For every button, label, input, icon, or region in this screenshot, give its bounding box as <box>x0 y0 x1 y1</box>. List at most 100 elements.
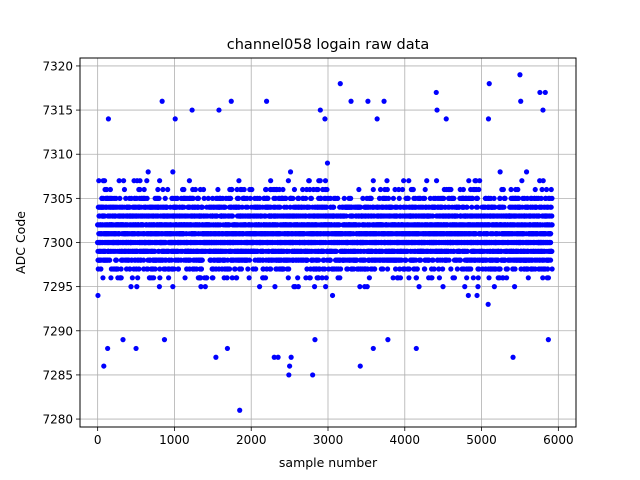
data-point <box>249 186 255 193</box>
data-point <box>464 204 470 210</box>
data-point <box>170 284 176 290</box>
data-point <box>502 195 508 201</box>
data-point <box>268 266 274 272</box>
data-point <box>474 204 481 210</box>
data-point <box>256 284 263 290</box>
data-point <box>165 186 171 193</box>
data-point <box>145 169 151 175</box>
data-point <box>127 266 133 272</box>
data-point <box>234 275 240 281</box>
chart-title: channel058 logain raw data <box>227 37 429 53</box>
data-point <box>280 186 286 193</box>
data-point <box>384 178 390 184</box>
data-point <box>236 178 242 184</box>
data-point <box>503 275 510 281</box>
data-point <box>247 195 253 201</box>
data-point <box>474 292 480 299</box>
data-point <box>224 275 230 281</box>
data-point <box>98 266 104 272</box>
data-point <box>303 195 309 201</box>
data-point <box>512 266 518 272</box>
data-point <box>244 204 251 210</box>
data-point <box>337 266 344 272</box>
data-point <box>121 178 127 184</box>
data-point <box>337 275 343 281</box>
data-point <box>96 178 102 184</box>
data-point <box>451 275 458 281</box>
data-point <box>497 169 503 175</box>
data-point <box>157 275 163 281</box>
data-point <box>511 284 518 290</box>
data-point <box>465 292 471 299</box>
data-point <box>460 186 466 193</box>
data-point <box>166 275 172 281</box>
data-point <box>406 266 412 272</box>
data-point <box>210 195 216 201</box>
data-point <box>265 195 271 201</box>
data-point <box>399 186 406 193</box>
data-point <box>384 266 391 272</box>
data-point <box>501 204 507 210</box>
data-point <box>201 195 207 201</box>
data-point <box>174 195 180 201</box>
data-point <box>195 195 201 201</box>
data-point <box>323 284 329 290</box>
data-point <box>157 266 163 272</box>
data-point <box>200 186 207 193</box>
data-point <box>129 275 135 281</box>
data-point <box>451 195 457 201</box>
data-point <box>440 284 446 290</box>
data-point <box>474 195 481 201</box>
data-point <box>446 257 452 263</box>
data-point <box>175 266 181 272</box>
data-point <box>171 266 177 272</box>
data-point <box>104 186 110 193</box>
data-point <box>107 257 113 263</box>
data-point <box>141 186 147 193</box>
data-point <box>239 204 245 210</box>
data-point <box>508 186 514 193</box>
data-point <box>186 178 193 184</box>
data-point <box>113 195 119 201</box>
data-point <box>322 178 329 184</box>
data-point <box>155 186 161 193</box>
data-point <box>424 178 430 184</box>
data-point <box>466 178 472 184</box>
data-point <box>123 195 129 201</box>
data-point <box>210 275 216 281</box>
data-point <box>324 186 330 193</box>
data-point <box>477 178 483 184</box>
data-point <box>308 195 315 201</box>
data-point <box>323 275 329 281</box>
data-point <box>440 266 446 272</box>
data-point <box>519 178 525 184</box>
data-point <box>390 195 397 201</box>
data-point <box>121 186 128 193</box>
data-point <box>441 195 447 201</box>
data-point <box>181 204 187 210</box>
data-point <box>287 169 294 175</box>
data-point <box>462 284 468 290</box>
data-point <box>136 266 142 272</box>
data-point <box>333 248 339 254</box>
data-point <box>413 275 420 281</box>
data-point <box>525 275 531 281</box>
data-point <box>108 275 114 281</box>
data-point <box>500 186 506 193</box>
data-point <box>156 284 162 290</box>
data-point <box>229 186 235 193</box>
data-point <box>329 292 336 299</box>
data-point <box>117 195 123 201</box>
data-point <box>168 257 175 263</box>
data-point <box>202 284 208 290</box>
data-point <box>107 186 113 193</box>
data-point <box>285 178 291 184</box>
data-point <box>504 266 510 272</box>
data-point <box>414 266 420 272</box>
data-point <box>181 186 187 193</box>
data-point <box>190 195 196 201</box>
data-point <box>327 257 333 263</box>
data-point <box>229 275 235 281</box>
data-point <box>429 275 435 281</box>
data-point <box>144 195 150 201</box>
